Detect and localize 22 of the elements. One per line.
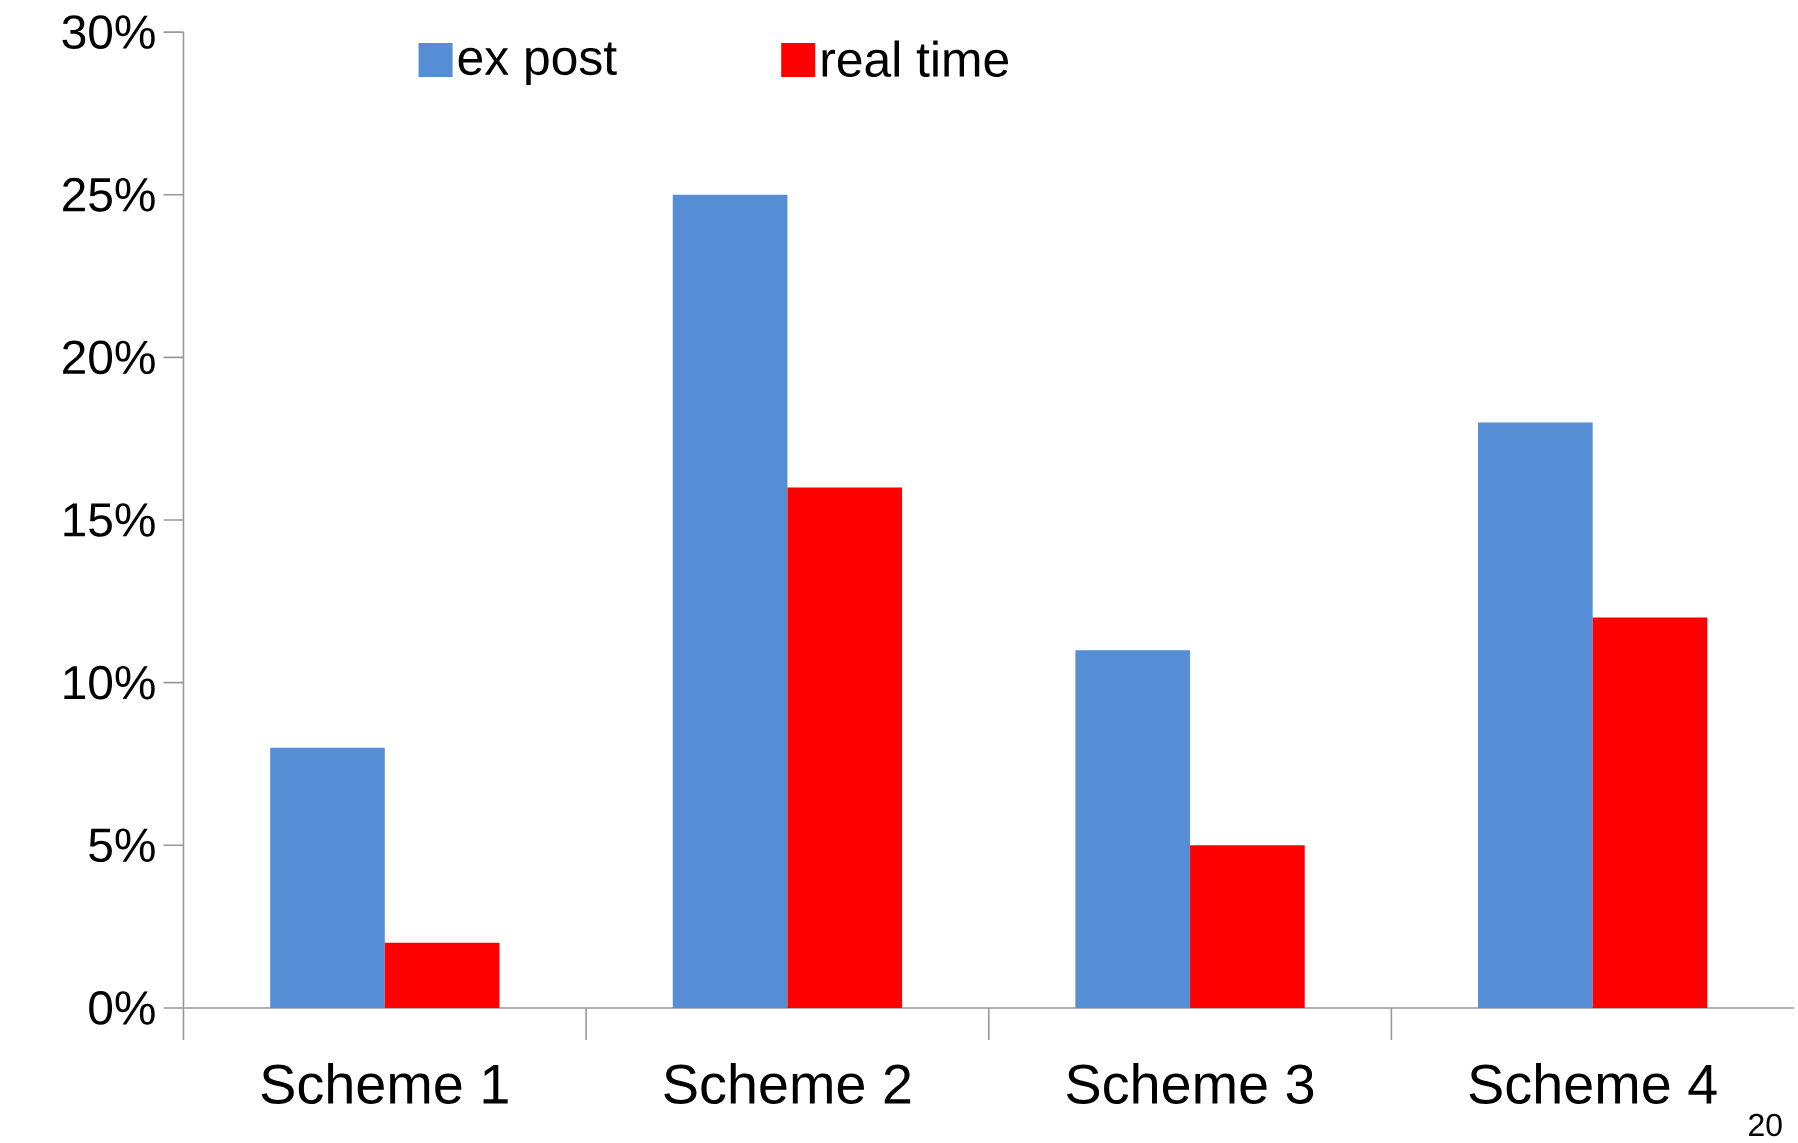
x-tick-label: Scheme 2 <box>664 1062 911 1104</box>
bar <box>1592 617 1708 1008</box>
y-tick-label: 30% <box>62 15 155 49</box>
bar <box>787 487 903 1008</box>
bar <box>1075 650 1191 1008</box>
y-tick-label: 10% <box>64 665 155 700</box>
y-tick-label: 20% <box>63 340 155 375</box>
x-tick-label: Scheme 4 <box>1469 1062 1717 1104</box>
bar <box>1190 845 1305 1008</box>
y-tick-label: 15% <box>64 503 155 537</box>
bar <box>384 942 500 1008</box>
x-tick-label: Scheme 3 <box>1066 1062 1314 1104</box>
legend-label: ex post <box>458 42 617 85</box>
text: 20 <box>1749 1113 1782 1137</box>
x-tick-label: Scheme 1 <box>261 1062 508 1104</box>
bar <box>672 194 788 1008</box>
y-tick-label: 5% <box>89 828 155 863</box>
y-tick-label: 0% <box>89 990 155 1025</box>
y-tick-label: 25% <box>63 177 155 212</box>
legend-label: real time <box>822 40 1008 77</box>
bar <box>270 747 385 1008</box>
bar <box>1478 422 1593 1008</box>
